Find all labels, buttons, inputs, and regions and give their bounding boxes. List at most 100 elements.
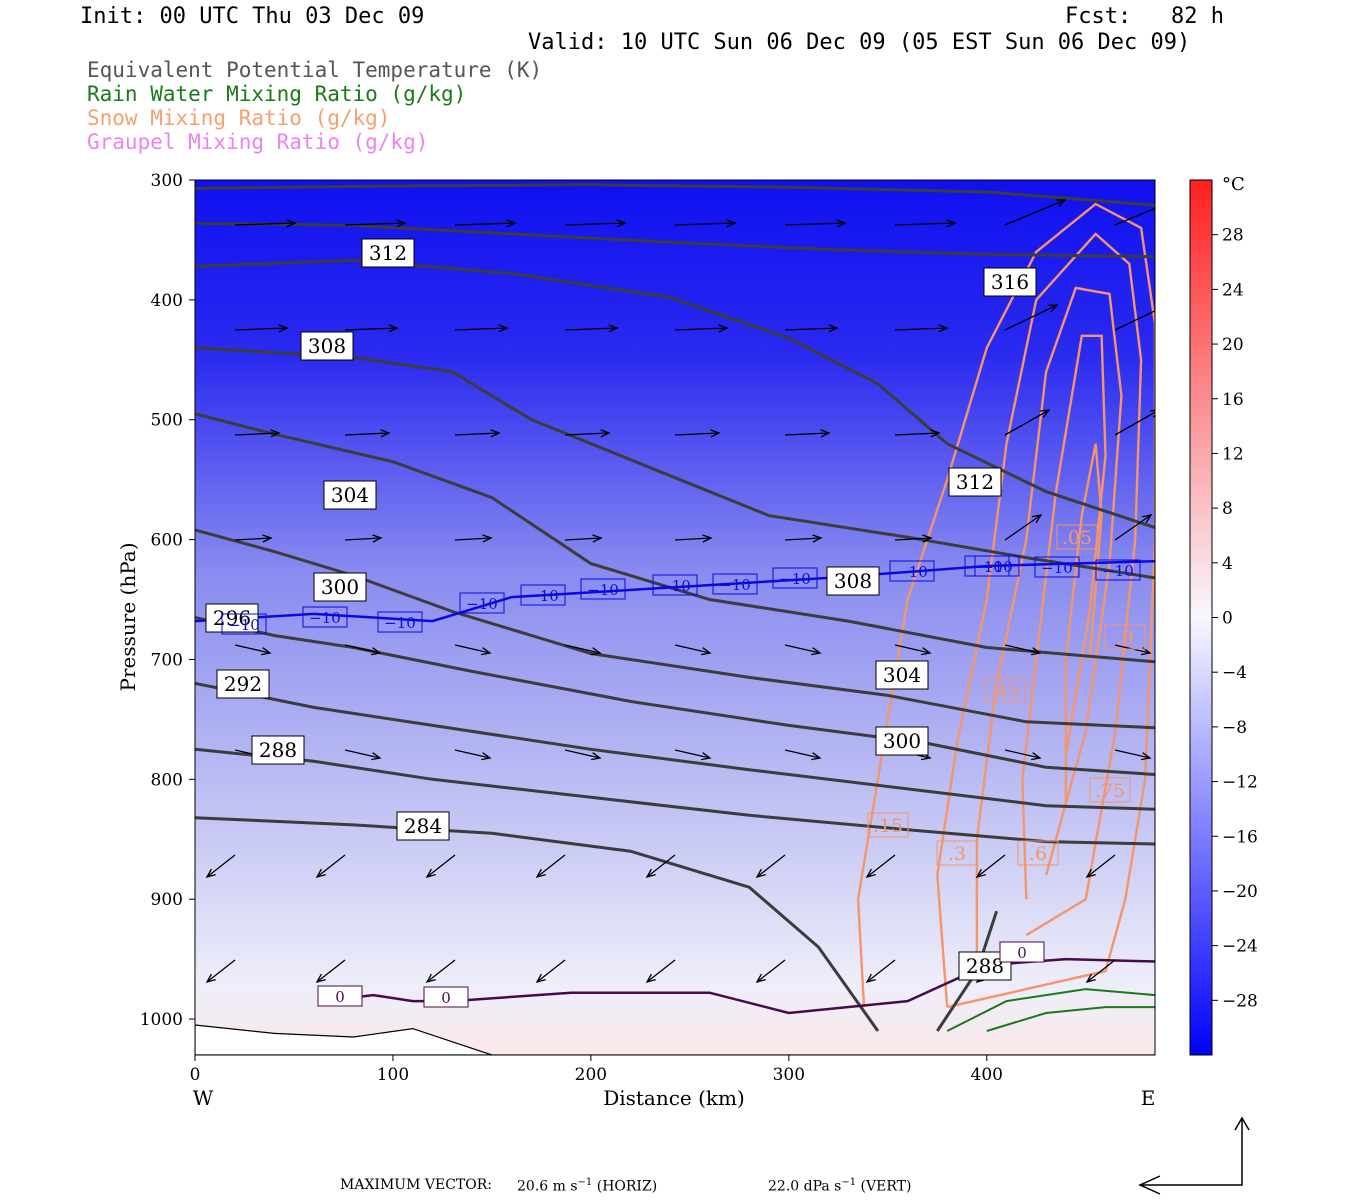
wind-vector bbox=[454, 537, 492, 541]
wind-vector-head bbox=[726, 219, 737, 228]
legend-snow: Snow Mixing Ratio (g/kg) bbox=[87, 106, 391, 130]
theta-e-label: 312 bbox=[948, 467, 1002, 497]
colorbar-tick-label: −24 bbox=[1222, 937, 1258, 957]
wind-vector bbox=[674, 644, 711, 654]
wind-vector-head bbox=[592, 534, 603, 543]
rain-contour bbox=[986, 1006, 1155, 1032]
theta-e-label: 308 bbox=[300, 331, 354, 361]
isotherm-label-box bbox=[221, 613, 267, 635]
isotherm-label-box bbox=[712, 573, 758, 595]
wind-vector bbox=[756, 854, 786, 878]
snow-label: .05 bbox=[1056, 524, 1098, 550]
y-tick-label: 800 bbox=[151, 770, 183, 790]
wind-vector bbox=[1004, 199, 1066, 226]
theta-e-label-text: 316 bbox=[991, 270, 1029, 294]
theta-e-contour bbox=[195, 221, 1155, 259]
wind-vector bbox=[426, 854, 456, 878]
wind-vector bbox=[454, 327, 508, 331]
wind-vector bbox=[894, 327, 948, 331]
wind-vector-head bbox=[1032, 514, 1043, 523]
wind-vector bbox=[234, 327, 288, 331]
wind-vector-head bbox=[1158, 305, 1167, 312]
theta-e-contour bbox=[195, 681, 1155, 811]
colorbar-tick-label: 0 bbox=[1222, 609, 1233, 629]
theta-e-label-box bbox=[948, 467, 1002, 497]
theta-e-label-text: 300 bbox=[321, 575, 359, 599]
theta-e-label: 300 bbox=[875, 726, 929, 756]
x-tick-label: 0 bbox=[190, 1065, 201, 1085]
wind-vector bbox=[344, 749, 381, 759]
colorbar-unit: °C bbox=[1222, 174, 1245, 195]
theta-e-label-box bbox=[875, 726, 929, 756]
wind-vector-head bbox=[270, 429, 281, 438]
isotherm-label-text: −10 bbox=[228, 616, 260, 634]
isotherm-label-box bbox=[302, 606, 348, 628]
wind-vector-head bbox=[836, 219, 847, 228]
wind-vector-head bbox=[1150, 409, 1155, 418]
theta-e-label-box bbox=[251, 735, 305, 765]
wind-vector-head bbox=[865, 868, 876, 879]
wind-vector bbox=[1086, 959, 1116, 983]
snow-label: .6 bbox=[1017, 840, 1059, 866]
theta-e-label-text: 296 bbox=[213, 606, 251, 630]
wind-vector bbox=[206, 959, 236, 983]
x-tick-label: 100 bbox=[377, 1065, 409, 1085]
isotherm-label-box bbox=[652, 574, 698, 596]
wind-vector-head bbox=[810, 752, 822, 761]
wind-vector bbox=[316, 959, 346, 983]
wind-vector bbox=[866, 959, 896, 983]
wind-vector bbox=[1004, 304, 1058, 331]
wind-vector bbox=[756, 959, 786, 983]
wind-vector-head bbox=[1140, 752, 1152, 761]
wind-vector-head bbox=[975, 868, 986, 879]
snow-label-text: .6 bbox=[1029, 843, 1047, 865]
wind-vector bbox=[1004, 409, 1050, 436]
isotherm-0-label: 0 bbox=[423, 986, 469, 1008]
snow-label: .9 bbox=[1104, 624, 1146, 650]
wind-vector bbox=[866, 854, 896, 878]
colorbar-tick-label: 20 bbox=[1222, 335, 1244, 355]
colorbar-tick-label: 8 bbox=[1222, 499, 1233, 519]
horiz-vector: 20.6 m s−1 (HORIZ) bbox=[517, 1177, 657, 1195]
snow-label-text: .15 bbox=[873, 815, 903, 837]
isotherm-label-text: −10 bbox=[659, 577, 691, 595]
wind-vector bbox=[1004, 749, 1041, 759]
isotherm-label-text: −10 bbox=[527, 587, 559, 605]
wind-vector bbox=[344, 644, 381, 654]
wind-vector bbox=[784, 537, 822, 541]
colorbar-tick-label: 4 bbox=[1222, 554, 1233, 574]
wind-vector-head bbox=[812, 534, 823, 543]
theta-e-label: 304 bbox=[323, 480, 377, 510]
wind-vector-head bbox=[396, 219, 407, 228]
isotherm-0 bbox=[323, 957, 1155, 1015]
snow-label-box bbox=[1056, 524, 1098, 550]
wind-vector-head bbox=[608, 324, 619, 333]
isotherm-0-label: 0 bbox=[317, 985, 363, 1007]
isotherm-label-box bbox=[459, 592, 505, 614]
isotherm-label-box bbox=[423, 986, 469, 1008]
isotherm-label-text: 0 bbox=[335, 988, 345, 1006]
colorbar-tick-label: −4 bbox=[1222, 663, 1247, 683]
wind-vector-head bbox=[1085, 868, 1096, 879]
x-tick-label: 200 bbox=[575, 1065, 607, 1085]
isotherm-minus10-label: −10 bbox=[889, 560, 935, 582]
isotherm-label-text: −10 bbox=[1041, 559, 1073, 577]
valid-time: Valid: 10 UTC Sun 06 Dec 09 (05 EST Sun … bbox=[528, 30, 1191, 55]
wind-vector-head bbox=[315, 868, 326, 879]
isotherm-label-text: 0 bbox=[441, 989, 451, 1007]
theta-e-label-box bbox=[361, 238, 415, 268]
vert-exponent: −1 bbox=[841, 1177, 857, 1188]
rain-contour bbox=[946, 988, 1155, 1032]
wind-vector bbox=[1114, 514, 1152, 541]
wind-vector bbox=[784, 432, 830, 436]
colorbar-tick-label: 12 bbox=[1222, 444, 1244, 464]
colorbar-tick-label: −12 bbox=[1222, 773, 1258, 793]
y-tick-label: 900 bbox=[151, 890, 183, 910]
colorbar bbox=[1189, 179, 1213, 1056]
wind-vector-head bbox=[1040, 409, 1051, 418]
isotherm-minus10 bbox=[195, 559, 1155, 623]
theta-e-label-text: 284 bbox=[404, 814, 442, 838]
theta-e-label: 304 bbox=[875, 660, 929, 690]
isotherm-minus10-label: −10 bbox=[459, 592, 505, 614]
horiz-exponent: −1 bbox=[577, 1177, 593, 1188]
